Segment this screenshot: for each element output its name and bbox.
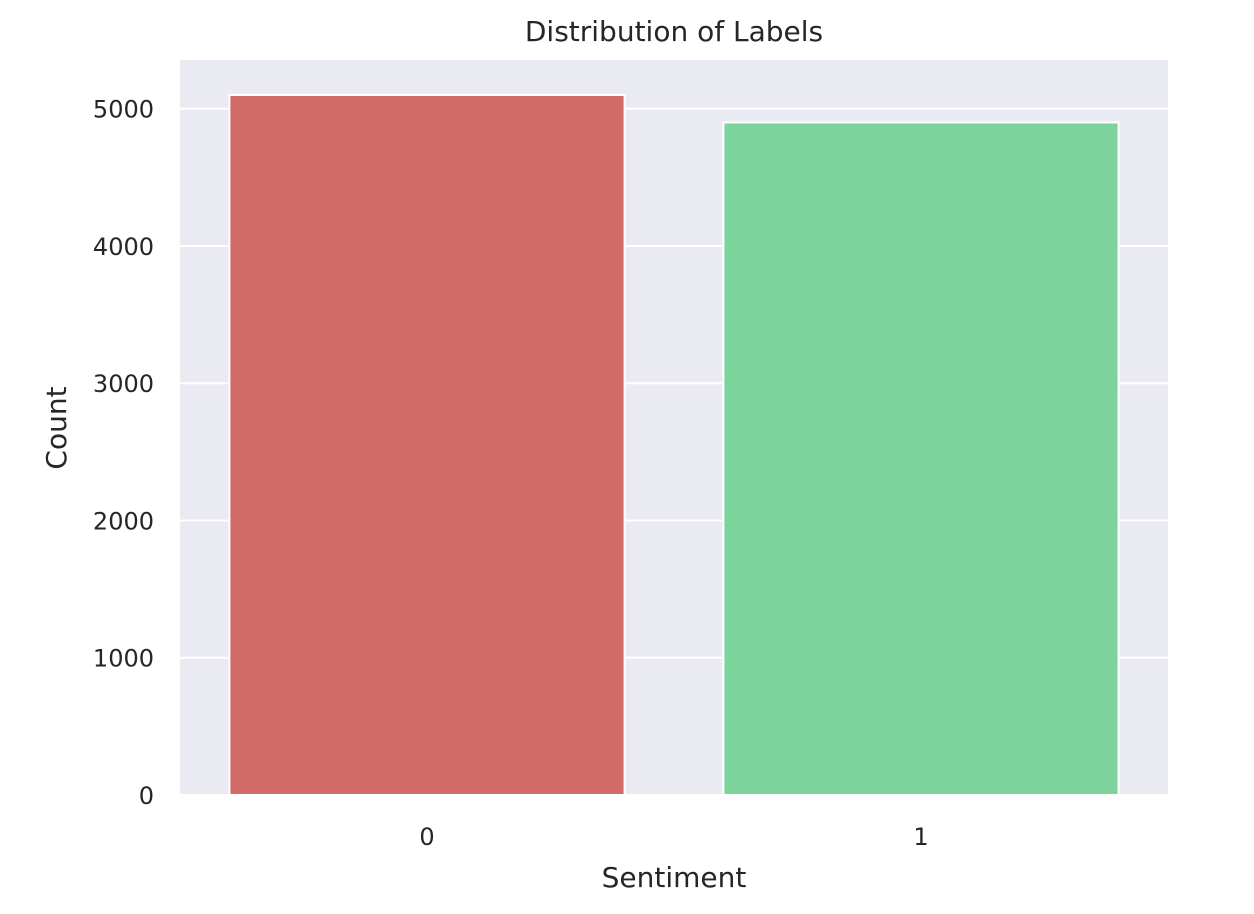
bar-1 — [722, 121, 1120, 796]
y-axis-label: Count — [40, 386, 73, 469]
y-tick-label: 3000 — [93, 370, 154, 398]
y-axis-ticks: 0 1000 2000 3000 4000 5000 — [93, 96, 154, 810]
y-tick-label: 5000 — [93, 96, 154, 124]
x-tick-label: 1 — [913, 823, 928, 851]
bars — [228, 94, 1120, 796]
bar-0 — [228, 94, 626, 796]
y-tick-label: 0 — [139, 782, 154, 810]
x-tick-label: 0 — [419, 823, 434, 851]
y-tick-label: 1000 — [93, 645, 154, 673]
x-axis-label: Sentiment — [602, 861, 747, 894]
y-tick-label: 4000 — [93, 233, 154, 261]
y-tick-label: 2000 — [93, 507, 154, 535]
chart-title: Distribution of Labels — [525, 15, 823, 48]
